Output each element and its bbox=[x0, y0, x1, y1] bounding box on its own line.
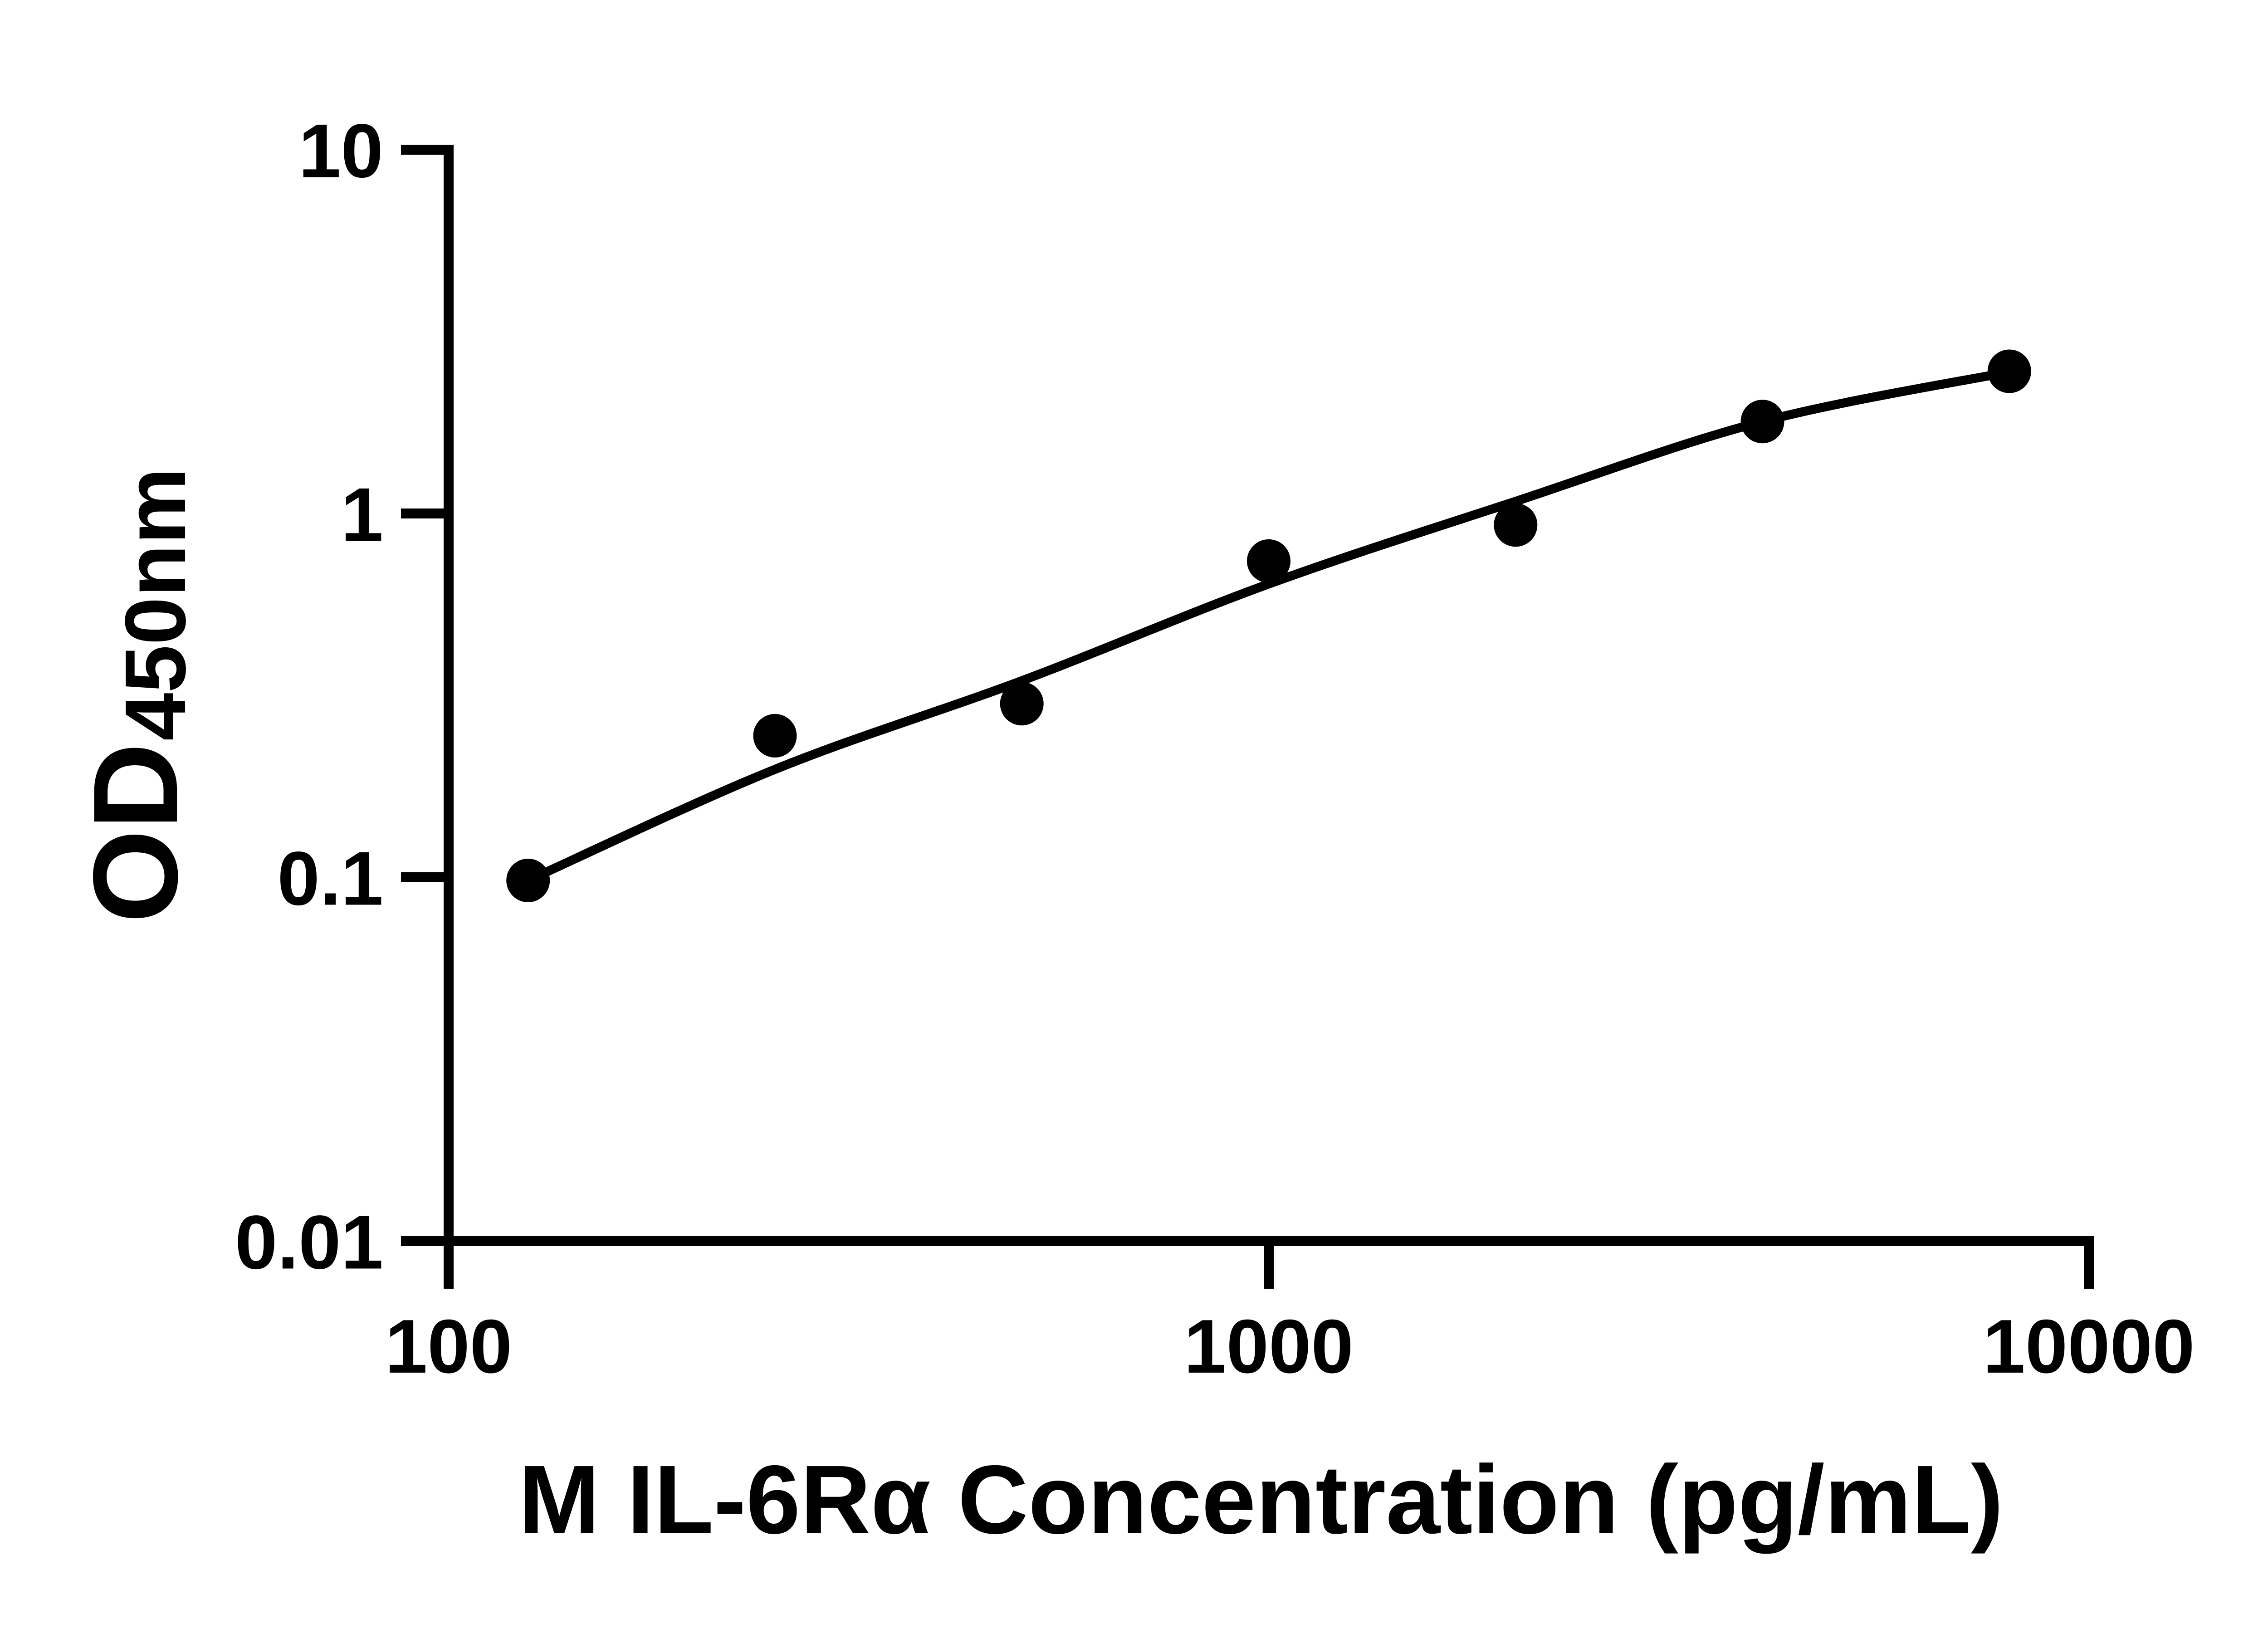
x-tick-label: 100 bbox=[385, 1304, 512, 1389]
data-point bbox=[753, 714, 797, 758]
data-points bbox=[506, 349, 2031, 902]
y-axis-title-base: OD bbox=[68, 743, 203, 923]
x-axis-tick-labels: 100 1000 10000 bbox=[385, 1304, 2195, 1389]
data-point bbox=[1000, 682, 1044, 726]
x-axis-title: M IL-6Rα Concentration (pg/mL) bbox=[518, 1445, 2003, 1554]
fit-curve bbox=[523, 367, 2014, 885]
y-tick-label: 0.01 bbox=[235, 1199, 383, 1285]
x-tick-label: 10000 bbox=[1983, 1304, 2195, 1389]
y-axis-ticks bbox=[401, 145, 449, 1246]
y-tick-label: 1 bbox=[341, 472, 383, 557]
x-axis-ticks bbox=[444, 1241, 2094, 1289]
y-axis-title-subscript: 450nm bbox=[108, 468, 204, 741]
y-tick-label: 10 bbox=[298, 108, 383, 193]
axis-lines bbox=[444, 145, 2094, 1246]
data-point bbox=[506, 859, 550, 902]
data-point bbox=[1987, 349, 2031, 393]
data-point bbox=[1494, 503, 1538, 547]
y-axis-tick-labels: 10 1 0.1 0.01 bbox=[235, 108, 383, 1285]
y-axis-title: OD 450nm bbox=[68, 468, 204, 923]
x-tick-label: 1000 bbox=[1184, 1304, 1354, 1389]
fit-curve-path bbox=[523, 367, 2014, 885]
y-tick-label: 0.1 bbox=[277, 836, 383, 921]
data-point bbox=[1247, 539, 1290, 583]
data-point bbox=[1740, 400, 1784, 444]
axes bbox=[444, 145, 2094, 1246]
